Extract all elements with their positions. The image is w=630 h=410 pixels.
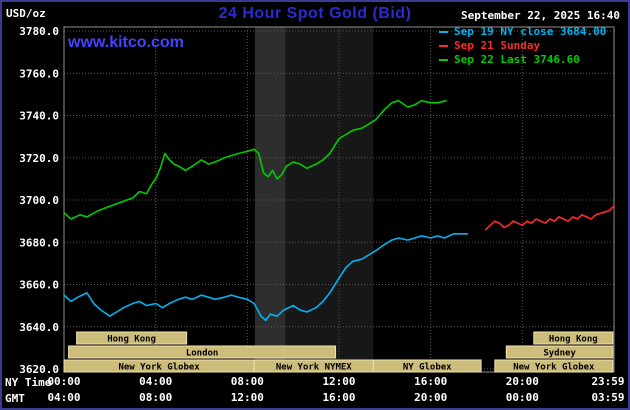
y-axis-tick-label: 3680.0 [19, 236, 59, 249]
x-axis-ny-tick-label: 16:00 [414, 375, 447, 388]
session-box [68, 345, 337, 359]
y-axis-tick-label: 3760.0 [19, 67, 59, 80]
x-axis-ny-tick-label: 23:59 [591, 375, 624, 388]
session-box [505, 345, 614, 359]
legend-dash-icon [439, 59, 448, 61]
session-label: Hong Kong [107, 335, 156, 345]
series-sep-22-last [63, 99, 447, 220]
legend: Sep 19 NY close 3684.00 Sep 21 Sunday Se… [439, 25, 606, 67]
x-axis-ny-tick-label: 00:00 [47, 375, 80, 388]
x-axis-gmt-tick-label: 08:00 [139, 391, 172, 404]
x-axis-gmt-label: GMT [5, 392, 25, 405]
legend-item-sep21: Sep 21 Sunday [439, 39, 606, 53]
y-axis-tick-label: 3640.0 [19, 321, 59, 334]
kitco-watermark-link[interactable]: www.kitco.com [68, 34, 184, 51]
series-sep-19-ny-close [63, 233, 469, 322]
session-label: Hong Kong [549, 335, 598, 345]
series-sep-21-sunday [484, 205, 615, 231]
x-axis-gmt-tick-label: 03:59 [591, 391, 624, 404]
y-axis-tick-label: 3660.0 [19, 279, 59, 292]
session-box [533, 331, 614, 345]
y-axis-tick-label: 3700.0 [19, 194, 59, 207]
y-axis-tick-label: 3740.0 [19, 110, 59, 123]
session-label: Sydney [543, 349, 576, 359]
chart-title: 24 Hour Spot Gold (Bid) [218, 5, 412, 22]
x-axis-gmt-tick-label: 20:00 [414, 391, 447, 404]
x-axis-gmt-tick-label: 00:00 [506, 391, 539, 404]
legend-item-sep22: Sep 22 Last 3746.60 [439, 53, 606, 67]
x-axis-ny-time-label: NY Time [5, 376, 52, 389]
y-axis-tick-label: 3780.0 [19, 25, 59, 38]
y-axis-tick-label: 3620.0 [19, 363, 59, 376]
x-axis-gmt-tick-label: 12:00 [231, 391, 264, 404]
session-label: New York NYMEX [276, 363, 352, 373]
legend-dash-icon [439, 31, 448, 33]
legend-item-label: Sep 21 Sunday [454, 39, 541, 52]
x-axis-gmt-tick-label: 04:00 [47, 391, 80, 404]
x-axis-gmt-tick-label: 16:00 [322, 391, 355, 404]
legend-item-label: Sep 19 NY close 3684.00 [454, 25, 607, 38]
session-label: NY Globex [403, 363, 452, 373]
datetime-label: September 22, 2025 16:40 [461, 9, 620, 22]
legend-item-label: Sep 22 Last 3746.60 [454, 53, 580, 66]
session-box [494, 359, 614, 373]
x-axis-ny-tick-label: 04:00 [139, 375, 172, 388]
session-label: New York Globex [513, 363, 595, 373]
y-axis-tick-label: 3720.0 [19, 152, 59, 165]
x-axis-ny-tick-label: 20:00 [506, 375, 539, 388]
legend-item-sep19: Sep 19 NY close 3684.00 [439, 25, 606, 39]
legend-dash-icon [439, 45, 448, 47]
session-label: New York Globex [118, 363, 200, 373]
session-box [76, 331, 188, 345]
session-label: London [186, 349, 219, 359]
x-axis-ny-tick-label: 08:00 [231, 375, 264, 388]
x-axis-ny-tick-label: 12:00 [322, 375, 355, 388]
session-box [372, 359, 482, 373]
y-axis-unit-label: USD/oz [6, 7, 46, 20]
